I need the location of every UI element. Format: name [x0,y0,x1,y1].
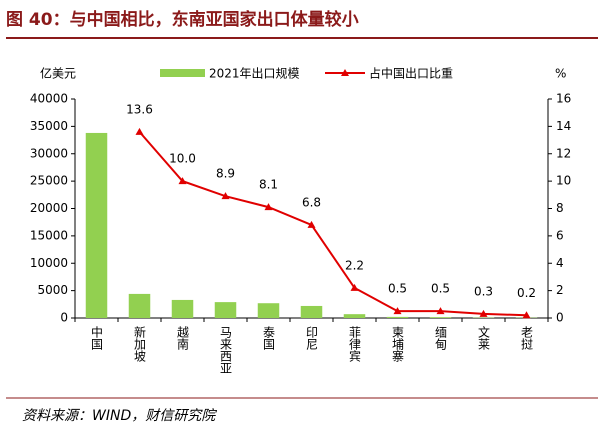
line-marker [436,307,445,315]
legend-label: 2021年出口规模 [209,66,300,81]
x-tick-label: 老挝 [520,326,534,350]
y2-tick-label: 12 [556,146,571,160]
y-tick-label: 15000 [30,228,68,242]
chart-title: 图 40：与中国相比，东南亚国家出口体量较小 [6,9,359,30]
data-label: 8.9 [216,167,235,181]
line-marker [178,177,187,185]
data-label: 13.6 [126,102,153,116]
x-tick-label: 柬埔寨 [391,326,405,362]
data-label: 0.3 [474,284,493,298]
line-marker [221,192,230,200]
y2-tick-label: 16 [556,92,571,106]
x-tick-label: 菲律宾 [348,326,362,362]
x-tick-label: 泰国 [262,326,276,350]
line-marker [135,127,144,135]
line-marker [307,220,316,228]
data-label: 6.8 [302,195,321,209]
y-tick-label: 5000 [37,283,68,297]
data-label: 0.2 [517,286,536,300]
y2-tick-label: 14 [556,119,571,133]
x-tick-label: 新加坡 [133,325,147,362]
y-tick-label: 10000 [30,256,68,270]
data-label: 0.5 [431,282,450,296]
y-tick-label: 0 [60,311,68,325]
y-tick-label: 25000 [30,174,68,188]
legend-swatch [160,69,205,77]
line-marker [350,283,359,291]
source: 资料来源：WIND，财信研究院 [22,408,217,424]
x-tick-label: 缅甸 [434,326,448,350]
y-tick-label: 35000 [30,119,68,133]
x-tick-label: 印尼 [305,326,319,350]
legend-label: 占中国出口比重 [369,66,453,81]
bar [85,132,108,318]
y-tick-label: 40000 [30,92,68,106]
bar [214,302,237,318]
line-marker [393,307,402,315]
y2-tick-label: 10 [556,174,571,188]
x-tick-label: 马来西亚 [219,326,233,374]
y2-tick-label: 2 [556,283,564,297]
data-label: 0.5 [388,282,407,296]
legend-swatch [341,69,349,76]
bar [257,303,280,318]
y-tick-label: 30000 [30,146,68,160]
x-tick-label: 中国 [90,325,104,350]
data-label: 2.2 [345,258,364,272]
bar [300,305,323,318]
y-axis-label: 亿美元 [40,66,76,81]
x-tick-label: 越南 [176,326,190,350]
y2-tick-label: 8 [556,201,564,215]
y2-axis-label: % [555,67,566,81]
line-marker [522,311,531,319]
bar [429,317,452,318]
y2-tick-label: 4 [556,256,564,270]
bar [343,314,366,318]
bar [386,316,409,318]
line-marker [264,203,273,211]
data-label: 10.0 [169,152,196,166]
x-tick-label: 文莱 [477,325,491,350]
y2-tick-label: 6 [556,228,564,242]
data-label: 8.1 [259,178,278,192]
bar [128,293,151,318]
bar [171,299,194,318]
y-tick-label: 20000 [30,201,68,215]
y2-tick-label: 0 [556,311,564,325]
line [138,131,527,317]
line-marker [479,309,488,317]
